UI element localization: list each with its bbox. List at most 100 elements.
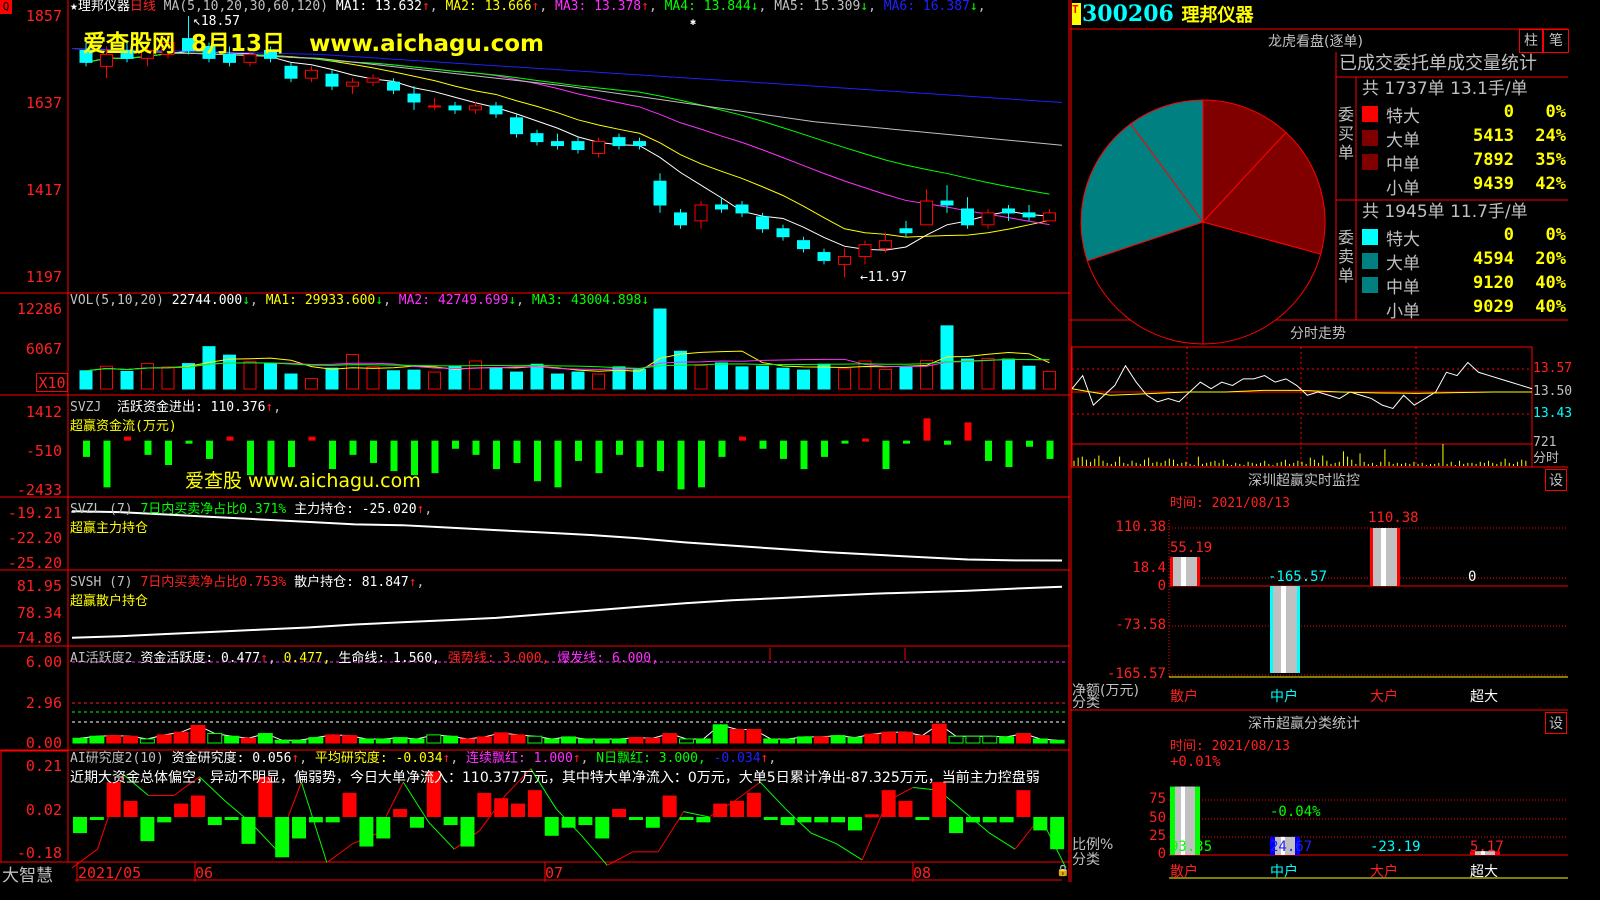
ma-values: MA1: 13.632↑, MA2: 13.666↑, MA3: 13.378↑…	[335, 0, 986, 14]
candle-body	[694, 204, 708, 222]
research-bar	[595, 817, 610, 839]
research-bar	[207, 817, 222, 826]
kline-chart-area[interactable]	[0, 0, 1070, 900]
order-percent: 0%	[1545, 102, 1566, 122]
order-percent: 40%	[1535, 273, 1566, 293]
date-label: 2021/05	[78, 864, 142, 882]
activity-bar	[190, 724, 206, 744]
candle-body	[940, 200, 954, 206]
research-line	[122, 773, 149, 796]
volume-bar	[715, 362, 728, 390]
ma-arrow: ↑	[421, 0, 430, 14]
flow-bar	[739, 436, 746, 441]
activity-bar	[965, 735, 981, 744]
svzl-axis-label: -22.20	[7, 529, 62, 547]
buy-summary: 共 1737单 13.1手/单	[1362, 79, 1528, 99]
flow-bar	[677, 440, 685, 490]
sm-settings-button[interactable]: 设	[1545, 712, 1567, 734]
q-icon[interactable]: Q	[0, 0, 12, 14]
activity-bar	[342, 735, 358, 744]
flow-bar	[247, 440, 254, 476]
research-line	[504, 768, 532, 796]
candle-body	[612, 137, 626, 147]
candle-body	[592, 141, 605, 154]
svsh-axis-label: 74.86	[16, 629, 62, 647]
research-bar	[292, 817, 307, 839]
research-bar	[494, 798, 509, 817]
volume-bar	[243, 361, 257, 390]
research-bar	[325, 817, 340, 823]
volume-bar	[530, 363, 544, 390]
volume-bar	[899, 367, 913, 390]
activity-bar	[375, 738, 391, 744]
ma-arrow: ↓	[969, 0, 978, 14]
ma-line	[71, 47, 1063, 146]
sz-ylabel: 净额(万元) 分类	[1072, 683, 1139, 711]
sz-settings-button[interactable]: 设	[1545, 469, 1567, 491]
intraday-axis-label: 13.43	[1533, 406, 1573, 421]
research-bar	[999, 817, 1014, 823]
category-label: 散户	[1170, 689, 1198, 705]
order-volume: 9120	[1473, 273, 1514, 293]
candle-body	[551, 141, 564, 147]
activity-bar	[106, 735, 122, 744]
flow-bar	[493, 440, 500, 470]
category-label: 散户	[1170, 864, 1198, 880]
order-percent: 42%	[1535, 174, 1566, 194]
research-bar	[814, 817, 829, 823]
volume-bar	[305, 378, 318, 390]
research-line	[606, 851, 633, 866]
flow-bar	[267, 440, 275, 476]
candle-body	[510, 117, 523, 135]
activity-bar	[274, 739, 290, 744]
order-volume: 0	[1503, 225, 1514, 245]
flow-bar	[124, 436, 131, 441]
research-line	[836, 843, 863, 861]
activity-bar	[291, 739, 307, 744]
lock-icon[interactable]: 🔒	[1056, 864, 1070, 877]
research-bar	[679, 817, 694, 820]
pen-mode-button[interactable]: 笔	[1543, 29, 1569, 53]
category-label: 中户	[1270, 864, 1298, 880]
research-bar	[780, 817, 795, 826]
activity-bar	[999, 736, 1015, 744]
flow-bar	[780, 440, 787, 459]
flow-bar	[616, 440, 623, 455]
research-bar	[915, 817, 930, 820]
candle-body	[715, 204, 728, 210]
research-bar	[746, 792, 761, 817]
bar-value: 93.35	[1170, 839, 1213, 855]
period-label[interactable]: 日线	[129, 0, 156, 14]
activity-bar	[914, 735, 930, 744]
activity-bar	[780, 738, 796, 744]
vol-header: VOL(5,10,20) 22744.000↓, MA1: 29933.600↓…	[70, 293, 650, 308]
flow-bar	[575, 440, 582, 461]
bar-mode-button[interactable]: 柱	[1519, 29, 1543, 53]
flow-bar	[431, 440, 439, 474]
flow-bar	[800, 440, 808, 470]
candle-body	[1002, 208, 1015, 214]
ma-value: MA6: 16.387	[883, 0, 970, 14]
candle-body	[120, 49, 134, 59]
research-bar	[561, 817, 576, 828]
sell-table: 特大 0 0% 大单 4594 20% 中单 9120 40% 小单 9029 …	[1336, 225, 1568, 322]
volume-bar	[551, 373, 564, 390]
bar-value: 110.38	[1368, 510, 1419, 526]
candle-body	[735, 204, 749, 214]
price-axis-label: 1637	[25, 94, 62, 112]
ai1-header: AI活跃度2 资金活跃度: 0.477↑, 0.477, 生命线: 1.560,…	[70, 651, 659, 666]
candle-body	[366, 77, 380, 83]
pie-title: 龙虎看盘(逐单)	[1268, 34, 1363, 50]
order-type: 中单	[1386, 155, 1420, 175]
flow-bar	[103, 440, 111, 488]
flow-bar	[964, 422, 972, 441]
svzj-axis-label: -2433	[16, 481, 62, 499]
research-bar	[1033, 817, 1048, 831]
candle-body	[489, 105, 503, 115]
candle-body	[223, 53, 236, 63]
date-label: 08	[913, 864, 932, 882]
activity-bar	[224, 735, 240, 744]
activity-bar	[982, 735, 998, 744]
candle-body	[961, 208, 974, 226]
color-swatch	[1362, 253, 1378, 269]
